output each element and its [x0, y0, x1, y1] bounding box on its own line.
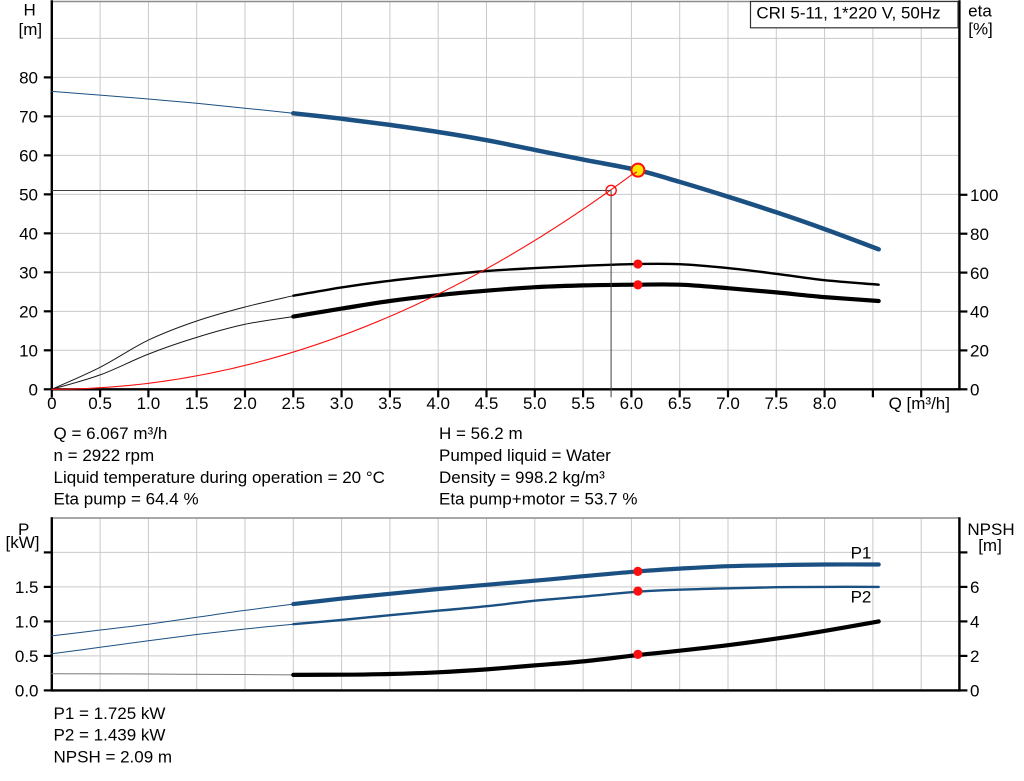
svg-text:80: 80: [970, 225, 989, 244]
svg-text:20: 20: [970, 342, 989, 361]
svg-text:P1 = 1.725 kW: P1 = 1.725 kW: [54, 704, 166, 723]
svg-text:4.0: 4.0: [426, 394, 450, 413]
svg-text:0.0: 0.0: [15, 682, 39, 701]
svg-text:eta: eta: [968, 1, 992, 20]
svg-text:10: 10: [19, 342, 38, 361]
svg-text:7.5: 7.5: [764, 394, 788, 413]
svg-text:5.5: 5.5: [571, 394, 595, 413]
svg-text:20: 20: [19, 303, 38, 322]
svg-text:4: 4: [970, 613, 979, 632]
svg-text:40: 40: [19, 225, 38, 244]
svg-text:80: 80: [19, 69, 38, 88]
svg-text:7.0: 7.0: [716, 394, 740, 413]
svg-text:NPSH: NPSH: [967, 520, 1014, 539]
svg-text:60: 60: [19, 147, 38, 166]
svg-text:Eta pump = 64.4 %: Eta pump = 64.4 %: [54, 490, 199, 509]
svg-text:0: 0: [29, 381, 38, 400]
svg-text:5.0: 5.0: [523, 394, 547, 413]
svg-text:0: 0: [47, 394, 56, 413]
svg-text:0: 0: [970, 682, 979, 701]
svg-text:Q = 6.067 m³/h: Q = 6.067 m³/h: [54, 424, 168, 443]
svg-text:P: P: [18, 520, 29, 539]
svg-text:H = 56.2 m: H = 56.2 m: [439, 424, 523, 443]
svg-text:Q [m³/h]: Q [m³/h]: [889, 394, 950, 413]
svg-text:6.0: 6.0: [620, 394, 644, 413]
svg-text:6.5: 6.5: [668, 394, 692, 413]
svg-text:1.0: 1.0: [137, 394, 161, 413]
svg-text:2.5: 2.5: [281, 394, 305, 413]
svg-text:n = 2922 rpm: n = 2922 rpm: [54, 446, 155, 465]
svg-text:[kW]: [kW]: [6, 533, 40, 552]
svg-text:2.0: 2.0: [233, 394, 257, 413]
svg-text:Pumped liquid = Water: Pumped liquid = Water: [439, 446, 611, 465]
svg-text:H: H: [23, 1, 35, 20]
svg-text:1.5: 1.5: [185, 394, 209, 413]
svg-text:40: 40: [970, 303, 989, 322]
svg-text:P1: P1: [851, 544, 872, 563]
svg-text:NPSH = 2.09 m: NPSH = 2.09 m: [54, 747, 173, 766]
svg-text:8.0: 8.0: [813, 394, 837, 413]
svg-text:0: 0: [970, 381, 979, 400]
svg-text:70: 70: [19, 108, 38, 127]
svg-text:4.5: 4.5: [475, 394, 499, 413]
svg-text:1.5: 1.5: [15, 578, 39, 597]
svg-text:100: 100: [970, 186, 998, 205]
svg-text:1.0: 1.0: [15, 613, 39, 632]
svg-text:60: 60: [970, 264, 989, 283]
svg-text:P2 = 1.439 kW: P2 = 1.439 kW: [54, 726, 166, 745]
svg-text:0.5: 0.5: [15, 647, 39, 666]
svg-text:[%]: [%]: [968, 20, 993, 39]
svg-text:Eta pump+motor = 53.7 %: Eta pump+motor = 53.7 %: [439, 490, 637, 509]
svg-text:2: 2: [970, 647, 979, 666]
svg-text:50: 50: [19, 186, 38, 205]
svg-text:6: 6: [970, 578, 979, 597]
svg-text:0.5: 0.5: [88, 394, 112, 413]
svg-text:30: 30: [19, 264, 38, 283]
svg-text:3.5: 3.5: [378, 394, 402, 413]
svg-text:Liquid temperature during oper: Liquid temperature during operation = 20…: [54, 468, 385, 487]
svg-text:3.0: 3.0: [330, 394, 354, 413]
svg-text:P2: P2: [851, 588, 872, 607]
svg-text:CRI 5-11, 1*220 V, 50Hz: CRI 5-11, 1*220 V, 50Hz: [756, 4, 940, 23]
svg-text:[m]: [m]: [18, 20, 42, 39]
svg-text:Density = 998.2 kg/m³: Density = 998.2 kg/m³: [439, 468, 605, 487]
svg-text:[m]: [m]: [978, 536, 1002, 555]
